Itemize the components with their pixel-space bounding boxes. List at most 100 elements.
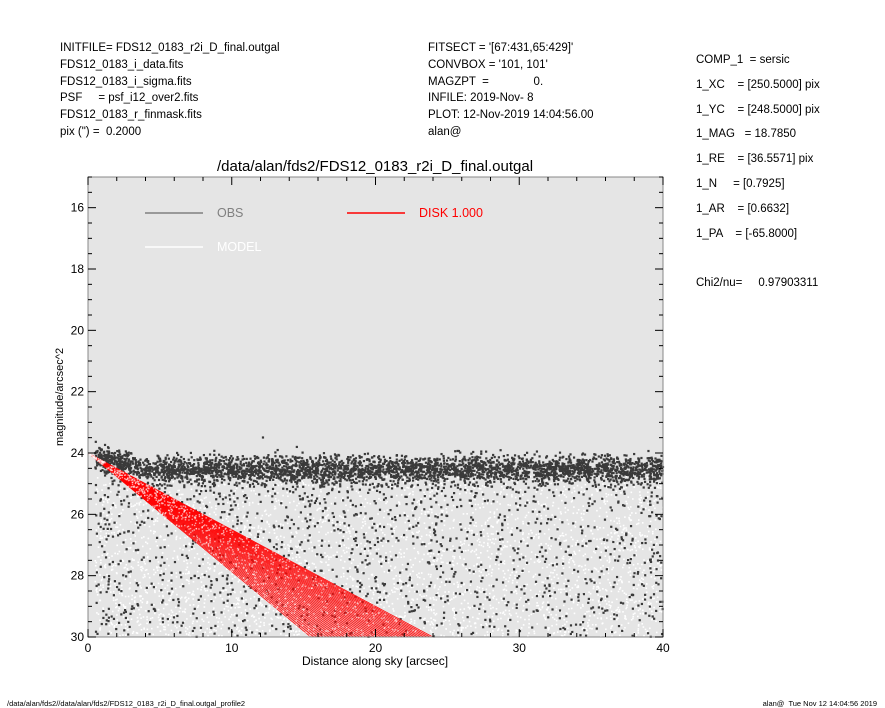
model-point — [175, 613, 178, 615]
model-point — [574, 544, 577, 546]
model-point — [573, 523, 576, 526]
model-point — [582, 538, 585, 541]
model-point — [170, 582, 173, 584]
model-point — [532, 575, 535, 578]
model-point — [346, 577, 349, 580]
model-point — [509, 544, 512, 547]
model-point — [399, 593, 401, 596]
model-point — [574, 521, 577, 523]
model-point — [192, 592, 194, 595]
obs-point — [580, 475, 584, 478]
obs-point — [164, 458, 167, 461]
model-point — [591, 532, 594, 535]
model-point — [502, 611, 505, 613]
model-point — [647, 526, 649, 528]
model-point — [164, 538, 167, 541]
model-point — [533, 561, 536, 564]
model-point — [156, 567, 158, 569]
model-point — [140, 595, 142, 597]
model-point — [631, 534, 634, 537]
model-point — [164, 568, 167, 570]
model-point — [543, 508, 546, 511]
model-point — [106, 514, 109, 517]
model-point — [609, 538, 612, 540]
model-point — [324, 552, 326, 554]
model-point — [312, 522, 314, 525]
obs-point — [275, 459, 278, 462]
model-point — [167, 624, 170, 626]
model-point — [96, 535, 99, 538]
model-point — [548, 628, 550, 630]
model-point — [241, 627, 243, 630]
model-point — [293, 616, 295, 618]
obs-point — [371, 482, 374, 485]
model-point — [365, 564, 368, 567]
obs-point — [576, 462, 579, 465]
obs-point — [415, 457, 418, 461]
obs-point — [466, 469, 469, 472]
model-point — [462, 611, 464, 614]
obs-point — [440, 465, 443, 468]
model-point — [136, 502, 138, 505]
model-point — [248, 504, 251, 506]
model-point — [160, 570, 163, 572]
obs-point — [116, 453, 120, 457]
model-point — [490, 584, 493, 587]
model-point — [361, 548, 363, 550]
model-point — [561, 574, 563, 577]
model-point — [379, 522, 381, 525]
model-point — [412, 586, 415, 588]
model-point — [156, 566, 158, 568]
model-point — [132, 505, 135, 507]
model-point — [206, 616, 209, 619]
model-point — [429, 535, 432, 538]
model-point — [549, 536, 551, 539]
model-point — [492, 589, 494, 592]
model-point — [503, 544, 506, 547]
model-point — [264, 495, 267, 497]
model-point — [238, 570, 241, 572]
model-point — [199, 624, 202, 627]
model-point — [361, 590, 363, 593]
model-point — [427, 511, 430, 513]
model-point — [421, 509, 423, 512]
model-point — [106, 608, 109, 611]
obs-point — [164, 487, 167, 490]
model-point — [573, 552, 576, 555]
model-point — [306, 514, 309, 516]
model-point — [300, 562, 302, 565]
model-point — [363, 505, 366, 508]
model-point — [395, 575, 397, 577]
model-point — [515, 629, 518, 631]
model-point — [627, 506, 630, 509]
model-point — [116, 553, 119, 555]
model-point — [179, 537, 182, 540]
model-point — [188, 572, 190, 575]
model-point — [400, 535, 403, 538]
model-point — [231, 577, 234, 580]
obs-point — [415, 461, 418, 464]
model-point — [651, 559, 654, 561]
model-point — [512, 562, 514, 564]
model-point — [479, 488, 482, 490]
obs-point — [329, 455, 332, 458]
model-point — [578, 622, 581, 625]
model-point — [383, 560, 386, 563]
obs-point — [480, 452, 483, 455]
model-point — [159, 630, 162, 633]
model-point — [463, 540, 466, 542]
model-point — [301, 520, 303, 523]
obs-point — [649, 460, 652, 463]
obs-point — [565, 468, 568, 471]
model-point — [157, 608, 159, 611]
model-point — [597, 599, 600, 602]
model-point — [551, 624, 553, 627]
model-point — [600, 551, 603, 553]
model-point — [318, 609, 320, 611]
model-point — [492, 533, 494, 535]
model-point — [562, 635, 564, 637]
model-point — [286, 618, 289, 620]
model-point — [193, 483, 196, 486]
model-point — [101, 537, 103, 539]
model-point — [580, 621, 583, 624]
